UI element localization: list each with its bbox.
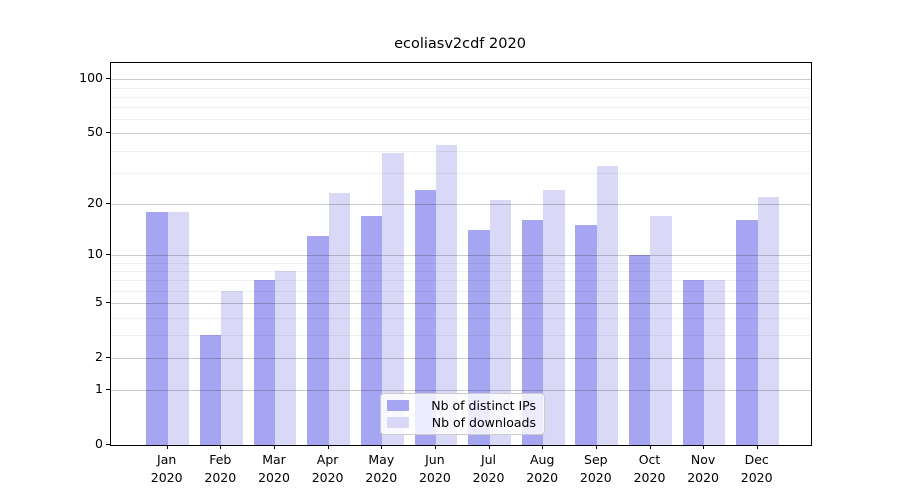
x-tick-label-may: May 2020 — [365, 452, 398, 485]
y-tick-mark-0 — [106, 444, 110, 445]
bar-distinct-ips-feb — [199, 335, 222, 445]
x-tick-label-aug: Aug 2020 — [526, 452, 559, 485]
x-tick-mark-feb — [220, 445, 222, 449]
y-tick-label-10: 10 — [87, 246, 103, 261]
y-tick-label-100: 100 — [79, 70, 103, 86]
bars-layer — [111, 63, 811, 445]
y-tick-mark-50 — [106, 132, 110, 134]
bar-distinct-ips-jul — [468, 230, 490, 445]
x-tick-label-mar: Mar 2020 — [258, 452, 290, 485]
x-tick-label-jun: Jun 2020 — [418, 452, 451, 485]
legend-item-downloads: Nb of downloads — [387, 415, 536, 430]
bar-downloads-dec — [757, 196, 780, 445]
y-tick-mark-1 — [106, 389, 110, 391]
chart-title: ecoliasv2cdf 2020 — [394, 36, 526, 52]
bar-downloads-mar — [274, 270, 297, 445]
y-tick-label-20: 20 — [87, 194, 103, 210]
bar-downloads-nov — [704, 280, 726, 445]
bar-downloads-may — [382, 152, 404, 445]
bar-downloads-jul — [489, 200, 511, 445]
x-tick-label-oct: Oct 2020 — [633, 452, 666, 485]
bar-distinct-ips-jan — [146, 211, 168, 445]
y-tick-label-5: 5 — [95, 294, 103, 309]
bar-downloads-jan — [167, 211, 190, 445]
legend-item-distinct-ips: Nb of distinct IPs — [387, 398, 536, 413]
x-tick-mark-nov — [703, 445, 705, 449]
bar-distinct-ips-may — [360, 215, 383, 445]
y-tick-mark-2 — [106, 356, 110, 358]
bar-downloads-oct — [650, 215, 672, 445]
bar-distinct-ips-aug — [521, 220, 544, 445]
x-tick-mark-aug — [542, 445, 544, 449]
plot-area — [110, 62, 812, 446]
bar-downloads-feb — [221, 290, 243, 445]
x-tick-mark-jul — [488, 445, 490, 449]
bar-distinct-ips-oct — [629, 254, 651, 445]
x-tick-mark-jun — [434, 445, 436, 449]
x-tick-label-jan: Jan 2020 — [150, 452, 183, 485]
bar-distinct-ips-sep — [575, 225, 597, 445]
x-tick-label-sep: Sep 2020 — [579, 452, 612, 485]
y-tick-label-2: 2 — [95, 348, 103, 364]
y-tick-label-0: 0 — [95, 436, 103, 451]
y-tick-mark-10 — [106, 254, 110, 255]
y-tick-mark-100 — [106, 78, 110, 80]
x-tick-mark-mar — [274, 445, 275, 449]
bar-distinct-ips-jun — [414, 189, 436, 445]
legend: Nb of distinct IPs Nb of downloads — [380, 393, 545, 435]
legend-swatch-downloads — [387, 417, 409, 428]
legend-label-downloads: Nb of downloads — [431, 415, 536, 430]
bar-downloads-sep — [596, 165, 619, 445]
x-tick-mark-sep — [595, 445, 597, 449]
y-tick-mark-5 — [106, 302, 110, 303]
x-tick-label-feb: Feb 2020 — [204, 452, 237, 485]
y-tick-label-1: 1 — [95, 381, 103, 397]
x-tick-label-dec: Dec 2020 — [740, 452, 773, 485]
x-tick-mark-apr — [327, 445, 329, 449]
bar-distinct-ips-dec — [736, 220, 758, 445]
x-tick-label-nov: Nov 2020 — [687, 452, 719, 485]
bar-downloads-jun — [435, 145, 458, 445]
bar-downloads-aug — [543, 189, 565, 445]
y-tick-label-50: 50 — [87, 124, 103, 140]
x-tick-mark-jan — [166, 445, 168, 449]
bar-downloads-apr — [328, 193, 350, 445]
bar-distinct-ips-nov — [682, 280, 705, 445]
x-tick-mark-oct — [649, 445, 651, 449]
bar-distinct-ips-mar — [253, 280, 275, 445]
x-tick-mark-may — [381, 445, 383, 449]
x-tick-label-jul: Jul 2020 — [472, 452, 505, 485]
x-tick-label-apr: Apr 2020 — [311, 452, 344, 485]
legend-swatch-distinct-ips — [387, 400, 409, 411]
y-tick-mark-20 — [106, 202, 110, 204]
legend-label-distinct-ips: Nb of distinct IPs — [431, 398, 536, 413]
bar-distinct-ips-apr — [307, 235, 329, 445]
x-tick-mark-dec — [756, 445, 758, 449]
